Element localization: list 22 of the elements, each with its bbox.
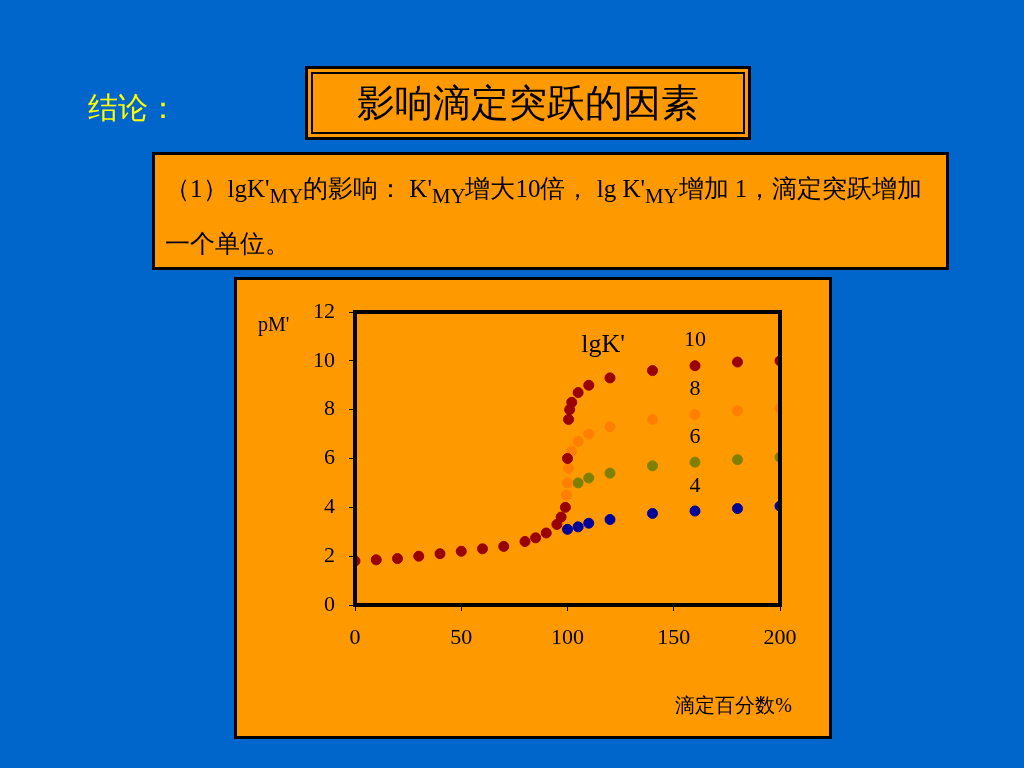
x-tick-label: 50: [450, 623, 473, 649]
x-tick-label: 100: [551, 623, 584, 649]
y-tick-label: 10: [313, 346, 335, 372]
y-tick-label: 6: [324, 444, 335, 470]
x-tick-label: 200: [763, 623, 797, 649]
text: 结论：: [88, 90, 178, 126]
text: （1）lgK'$_{MY}$的影响： K'$_{MY}$增大10倍， lg K'$_{MY}$增加 1，滴定突跃增加一个单位。: [165, 175, 923, 257]
series-label: 6: [689, 422, 701, 448]
y-axis-title: pM': [258, 313, 290, 337]
y-tick-label: 4: [324, 493, 335, 519]
chart-title: 影响滴定突跃的因素: [305, 66, 751, 140]
x-tick-label: 150: [657, 623, 691, 649]
y-tick-label: 12: [313, 297, 335, 323]
x-tick-label: 0: [349, 623, 361, 649]
series-label: 10: [684, 326, 706, 352]
series-label: 8: [689, 375, 701, 401]
y-tick-label: 2: [324, 541, 335, 567]
legend-title: lgK': [581, 328, 625, 358]
series-label: 4: [689, 471, 701, 497]
y-tick-label: 0: [324, 590, 335, 616]
y-tick-label: 8: [324, 395, 335, 421]
x-axis-title: 滴定百分数%: [675, 694, 792, 717]
